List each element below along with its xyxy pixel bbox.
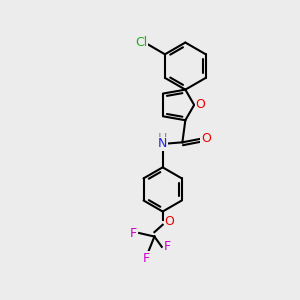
Text: F: F <box>130 226 137 239</box>
Text: H: H <box>158 132 167 145</box>
Text: Cl: Cl <box>135 36 148 49</box>
Text: O: O <box>201 132 211 145</box>
Text: O: O <box>196 98 206 111</box>
Text: N: N <box>158 137 167 150</box>
Text: F: F <box>164 240 171 253</box>
Text: O: O <box>164 215 174 228</box>
Text: F: F <box>143 251 150 265</box>
